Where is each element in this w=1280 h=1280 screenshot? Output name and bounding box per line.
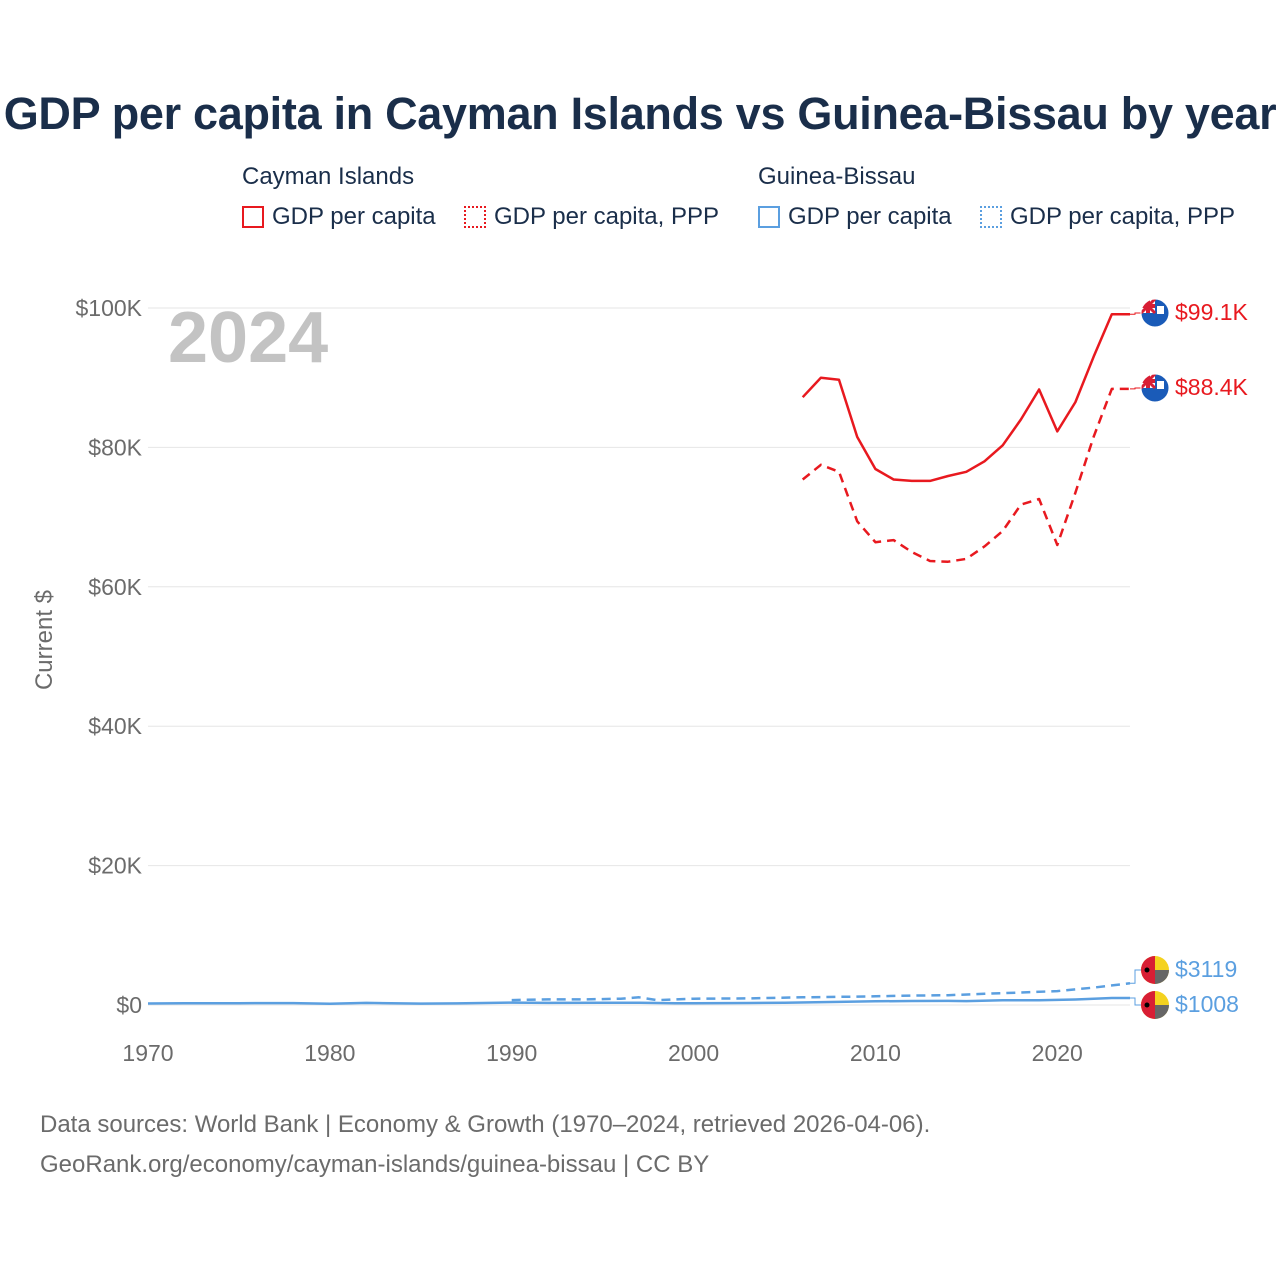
y-tick-label: $0 bbox=[116, 992, 142, 1018]
y-tick-label: $100K bbox=[75, 295, 142, 321]
x-tick-label: 2000 bbox=[668, 1040, 719, 1066]
footer-line-sources: Data sources: World Bank | Economy & Gro… bbox=[40, 1111, 931, 1138]
legend-label: GDP per capita, PPP bbox=[494, 203, 719, 230]
y-tick-label: $20K bbox=[88, 853, 142, 879]
grid-lines bbox=[148, 307, 1130, 1006]
y-axis-label: Current $ bbox=[31, 590, 58, 690]
legend-item-cayman-gdp[interactable]: GDP per capita bbox=[242, 203, 436, 231]
legend-label: GDP per capita bbox=[272, 203, 436, 230]
end-label-cayman-gdp: $99.1K bbox=[1175, 299, 1249, 325]
legend-item-guinea-bissau-gdp[interactable]: GDP per capita bbox=[758, 203, 952, 231]
x-tick-label: 2010 bbox=[850, 1040, 901, 1066]
end-label-connectors bbox=[1130, 312, 1141, 1006]
legend-group-cayman-islands: Cayman Islands bbox=[242, 163, 415, 190]
legend-item-guinea-bissau-gdp-ppp[interactable]: GDP per capita, PPP bbox=[980, 203, 1235, 231]
y-tick-label: $60K bbox=[88, 574, 142, 600]
guinea-bissau-flag-icon bbox=[1141, 991, 1169, 1019]
end-label-guinea-bissau-gdp-ppp: $3119 bbox=[1175, 956, 1237, 982]
flag-ring bbox=[1140, 298, 1170, 328]
chart-title: GDP per capita in Cayman Islands vs Guin… bbox=[3, 88, 1277, 139]
legend-label: GDP per capita bbox=[788, 203, 952, 230]
year-watermark: 2024 bbox=[168, 298, 328, 378]
connector-guinea-bissau bbox=[1130, 997, 1141, 1006]
y-tick-label: $80K bbox=[88, 434, 142, 460]
x-tick-label: 1980 bbox=[304, 1040, 355, 1066]
legend-group-guinea-bissau: Guinea-Bissau bbox=[758, 163, 916, 190]
legend-swatch-solid-blue bbox=[758, 206, 780, 228]
cayman-islands-flag-icon bbox=[1141, 299, 1169, 327]
connector-cayman bbox=[1130, 387, 1141, 390]
x-tick-label: 2020 bbox=[1032, 1040, 1083, 1066]
guinea-bissau-flag-icon bbox=[1141, 956, 1169, 984]
flag-ring bbox=[1140, 373, 1170, 403]
legend-swatch-solid-red bbox=[242, 206, 264, 228]
y-axis-ticks: $0 $20K $40K $60K $80K $100K bbox=[75, 295, 142, 1018]
x-axis-ticks: 1970 1980 1990 2000 2010 2020 bbox=[122, 1040, 1082, 1066]
end-label-cayman-gdp-ppp: $88.4K bbox=[1175, 374, 1249, 400]
series-line-guinea-bissau-3[interactable] bbox=[511, 982, 1131, 1002]
x-tick-label: 1990 bbox=[486, 1040, 537, 1066]
end-label-guinea-bissau-gdp: $1008 bbox=[1175, 991, 1239, 1017]
series-line-guinea-bissau-2[interactable] bbox=[147, 996, 1130, 1006]
series-line-cayman-0[interactable] bbox=[801, 313, 1130, 483]
footer-sources: Data sources: World Bank | Economy & Gro… bbox=[40, 1105, 930, 1185]
x-tick-label: 1970 bbox=[122, 1040, 173, 1066]
legend-label: GDP per capita, PPP bbox=[1010, 203, 1235, 230]
series-layer bbox=[147, 313, 1131, 1006]
legend-swatch-dotted-blue bbox=[980, 206, 1002, 228]
series-line-cayman-1[interactable] bbox=[801, 387, 1130, 563]
connector-guinea-bissau bbox=[1130, 969, 1141, 984]
connector-cayman bbox=[1130, 312, 1141, 315]
y-tick-label: $40K bbox=[88, 713, 142, 739]
legend-swatch-dotted-red bbox=[464, 206, 486, 228]
footer-line-link[interactable]: GeoRank.org/economy/cayman-islands/guine… bbox=[40, 1151, 710, 1178]
legend-item-cayman-gdp-ppp[interactable]: GDP per capita, PPP bbox=[464, 203, 719, 231]
